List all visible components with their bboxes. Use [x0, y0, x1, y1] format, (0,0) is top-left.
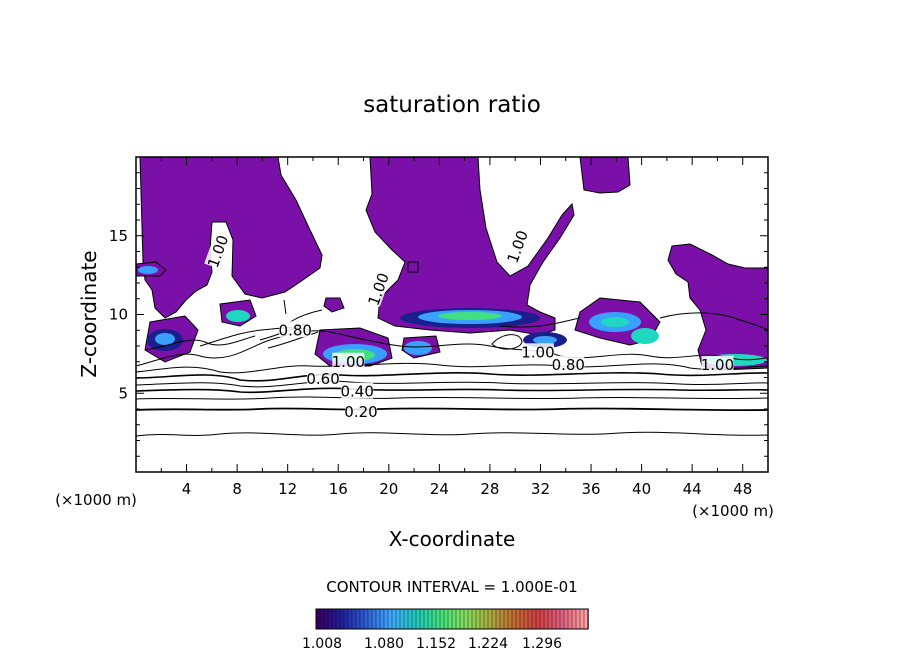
colorbar-tick-label: 1.008 — [302, 636, 342, 652]
contour-label: 0.80 — [552, 356, 585, 374]
colorbar-frame — [315, 608, 589, 630]
x-tick-label: 40 — [632, 480, 651, 498]
contour-label: 1.00 — [332, 353, 365, 371]
contour-label-bg — [364, 271, 391, 307]
chart-title: saturation ratio — [363, 92, 541, 118]
patch-8 — [226, 310, 250, 322]
x-tick-label: 16 — [329, 480, 348, 498]
purple-region-right — [667, 243, 768, 371]
colorbar-tick-label: 1.224 — [468, 636, 508, 652]
contour-label-bg — [341, 382, 374, 399]
contour-label-bg — [307, 370, 340, 387]
x-axis-label: X-coordinate — [389, 527, 516, 551]
contour-0-10 — [136, 431, 768, 437]
purple-blob-1 — [407, 261, 419, 273]
contour-label: 0.40 — [340, 383, 373, 401]
contour-0-50 — [136, 380, 768, 388]
patch-7 — [155, 333, 175, 345]
contour-label-bg — [552, 355, 585, 372]
y-tick-label: 5 — [118, 384, 128, 402]
x-tick-label: 24 — [430, 480, 449, 498]
contour-label-bg — [503, 228, 530, 265]
contour-0-40 — [136, 387, 768, 394]
contour-label: 0.60 — [306, 370, 339, 388]
patch-16 — [138, 266, 158, 274]
contour-0-80-a — [136, 330, 768, 367]
patch-3 — [438, 312, 502, 320]
contour-lines — [136, 299, 768, 437]
x-tick-label: 28 — [480, 480, 499, 498]
contour-0-80-c — [491, 334, 523, 350]
x-tick-label: 48 — [733, 480, 752, 498]
x-tick-label: 20 — [379, 480, 398, 498]
contour-0-90 — [144, 312, 768, 351]
contour-label-bg — [204, 233, 231, 269]
patch-15 — [533, 336, 557, 344]
contour-0-90-f — [283, 299, 323, 323]
contour-label: 0.20 — [344, 403, 377, 421]
x-axis-ticks: 4 8 12 16 20 24 28 32 36 40 44 48 — [160, 157, 752, 498]
contour-label-bg — [521, 343, 554, 360]
contour-0-20 — [136, 407, 768, 412]
x-tick-label: 4 — [182, 480, 192, 498]
contour-0-70 — [136, 362, 768, 374]
purple-region-middle — [365, 157, 575, 336]
y-axis-ticks: 5 10 15 — [109, 172, 768, 457]
y-tick-label: 10 — [109, 306, 128, 324]
contour-label-bg — [332, 352, 365, 369]
x-tick-label: 32 — [531, 480, 550, 498]
contour-0-30 — [136, 396, 768, 400]
x-tick-label: 12 — [278, 480, 297, 498]
patch-12 — [631, 328, 659, 344]
contour-label: 1.00 — [521, 343, 554, 361]
patch-9 — [404, 341, 432, 355]
purple-blob-2 — [323, 297, 345, 313]
contour-label-bg — [344, 403, 377, 420]
purple-region-left — [139, 157, 323, 319]
y-axis-label: Z-coordinate — [77, 250, 101, 377]
x-tick-label: 36 — [581, 480, 600, 498]
contour-label-bg — [701, 355, 734, 372]
contour-label: 1.00 — [504, 228, 532, 266]
x-tick-label: 8 — [232, 480, 242, 498]
contour-interval-text: CONTOUR INTERVAL = 1.000E-01 — [326, 578, 577, 596]
purple-region-right-top — [579, 157, 631, 194]
contour-label-bg — [279, 321, 312, 338]
colorbar-tick-label: 1.296 — [522, 636, 562, 652]
patch-11 — [601, 317, 629, 327]
contour-label: 1.00 — [701, 356, 734, 374]
contour-0-80-e — [267, 331, 319, 349]
x-unit-left: (×1000 m) — [55, 491, 137, 509]
colorbar: 1.008 1.080 1.152 1.224 1.296 — [302, 608, 589, 652]
x-unit-right: (×1000 m) — [692, 502, 774, 520]
contour-label: 0.80 — [279, 321, 312, 339]
supersaturation-fill — [136, 157, 768, 371]
contour-labels: 0.200.400.600.800.801.001.001.001.001.00… — [204, 228, 734, 421]
colorbar-tick-label: 1.080 — [364, 636, 404, 652]
colorbar-tick-label: 1.152 — [416, 636, 456, 652]
x-tick-label: 44 — [683, 480, 702, 498]
y-tick-label: 15 — [109, 227, 128, 245]
contour-0-60 — [136, 372, 768, 382]
